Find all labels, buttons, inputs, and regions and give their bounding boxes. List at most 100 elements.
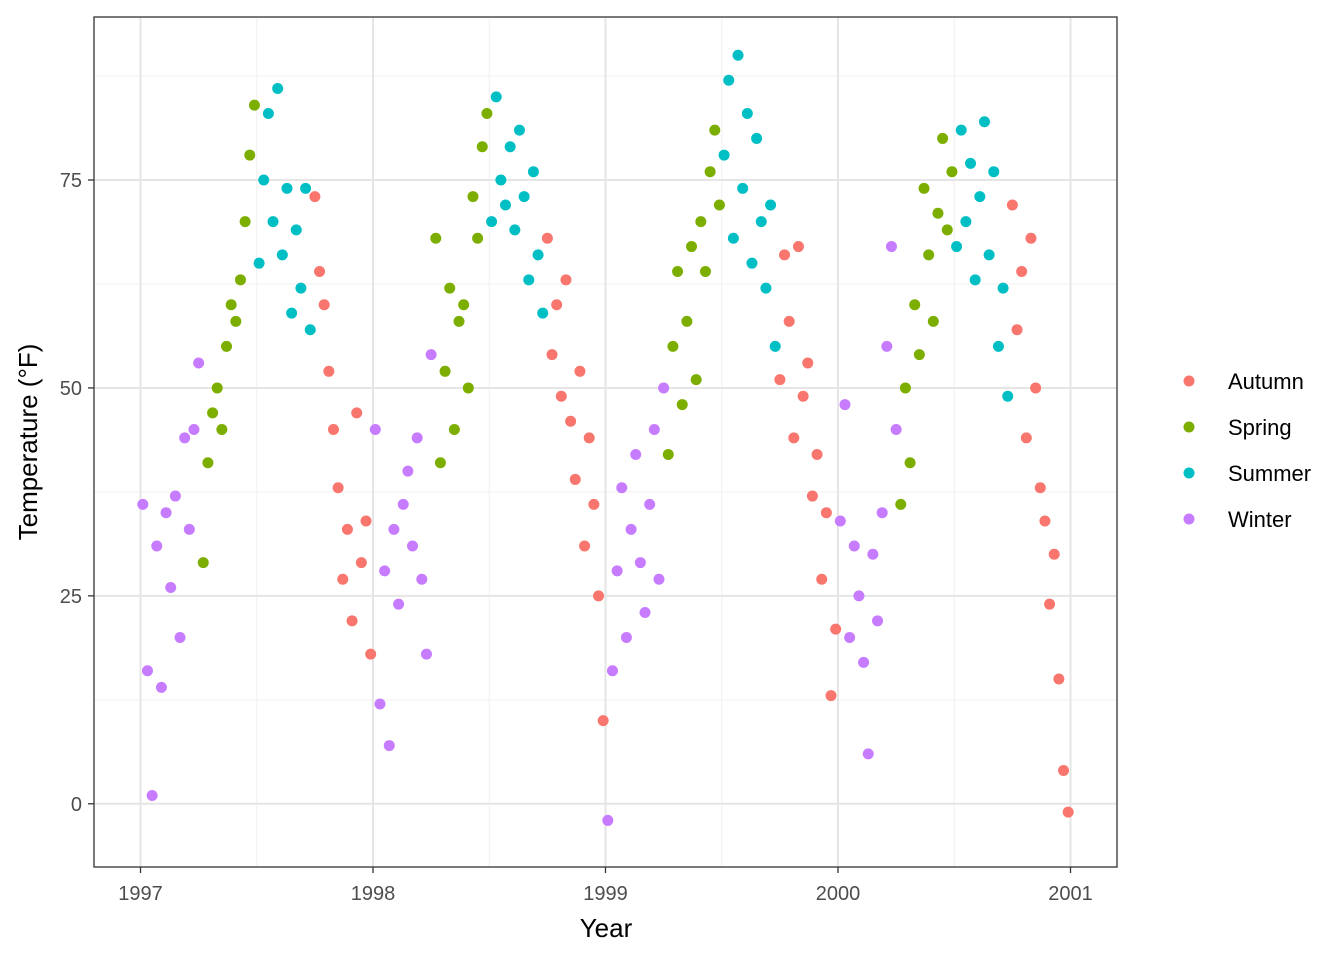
point-autumn (565, 415, 577, 427)
point-autumn (579, 540, 591, 552)
point-winter (611, 565, 623, 577)
point-autumn (1048, 548, 1060, 560)
point-autumn (341, 523, 353, 535)
point-winter (151, 540, 163, 552)
point-spring (909, 299, 921, 311)
point-summer (532, 249, 544, 261)
y-tick-label: 50 (60, 378, 82, 400)
point-summer (486, 216, 498, 228)
point-winter (369, 424, 381, 436)
point-winter (625, 523, 637, 535)
point-winter (606, 665, 618, 677)
point-summer (290, 224, 302, 236)
point-summer (500, 199, 512, 211)
point-winter (407, 540, 419, 552)
point-autumn (1016, 266, 1028, 278)
point-autumn (551, 299, 563, 311)
point-summer (978, 116, 990, 128)
point-spring (899, 382, 911, 394)
point-spring (458, 299, 470, 311)
point-winter (658, 382, 670, 394)
x-tick-label: 1997 (118, 883, 163, 905)
point-summer (765, 199, 777, 211)
point-autumn (360, 515, 372, 527)
x-tick-label: 2001 (1048, 883, 1093, 905)
point-spring (434, 457, 446, 469)
point-summer (960, 216, 972, 228)
point-spring (453, 315, 465, 327)
point-spring (248, 99, 260, 111)
point-autumn (1011, 324, 1023, 336)
point-spring (704, 166, 716, 178)
point-winter (383, 740, 395, 752)
point-summer (732, 49, 744, 61)
point-summer (490, 91, 502, 103)
point-autumn (327, 424, 339, 436)
point-summer (509, 224, 521, 236)
point-autumn (816, 573, 828, 585)
point-autumn (1062, 806, 1074, 818)
point-spring (244, 149, 256, 161)
point-winter (416, 573, 428, 585)
point-spring (462, 382, 474, 394)
point-summer (951, 241, 963, 253)
y-tick-label: 0 (71, 794, 82, 816)
point-spring (444, 282, 456, 294)
point-autumn (541, 232, 553, 244)
point-summer (276, 249, 288, 261)
legend-label-summer: Summer (1228, 461, 1311, 486)
point-spring (481, 107, 493, 119)
point-summer (983, 249, 995, 261)
point-spring (207, 407, 219, 419)
point-summer (258, 174, 270, 186)
data-points (137, 49, 1074, 826)
point-winter (411, 432, 423, 444)
point-autumn (355, 557, 367, 569)
point-summer (751, 132, 763, 144)
legend-key-summer (1183, 467, 1195, 479)
point-summer (965, 157, 977, 169)
point-summer (723, 74, 735, 86)
point-spring (941, 224, 953, 236)
point-winter (890, 424, 902, 436)
point-summer (272, 83, 284, 95)
point-winter (616, 482, 628, 494)
point-autumn (1053, 673, 1065, 685)
y-tick-label: 75 (60, 170, 82, 192)
point-autumn (314, 266, 326, 278)
point-winter (425, 349, 437, 361)
point-spring (927, 315, 939, 327)
point-winter (160, 507, 172, 519)
legend-label-spring: Spring (1228, 415, 1292, 440)
point-winter (165, 582, 177, 594)
point-summer (718, 149, 730, 161)
point-spring (239, 216, 251, 228)
point-summer (537, 307, 549, 319)
point-summer (262, 107, 274, 119)
point-winter (839, 399, 851, 411)
point-autumn (569, 473, 581, 485)
point-autumn (1044, 598, 1056, 610)
x-axis: 1997 1998 1999 2000 2001 (118, 867, 1093, 905)
point-spring (695, 216, 707, 228)
point-spring (197, 557, 209, 569)
point-autumn (825, 690, 837, 702)
point-autumn (351, 407, 363, 419)
point-summer (746, 257, 758, 269)
point-spring (662, 448, 674, 460)
legend-key-winter (1183, 513, 1195, 525)
point-autumn (346, 615, 358, 627)
point-winter (155, 681, 167, 693)
point-winter (141, 665, 153, 677)
point-spring (216, 424, 228, 436)
point-winter (858, 656, 870, 668)
point-autumn (802, 357, 814, 369)
point-winter (169, 490, 181, 502)
legend-label-autumn: Autumn (1228, 369, 1304, 394)
grid (94, 17, 1117, 867)
point-summer (281, 182, 293, 194)
point-autumn (546, 349, 558, 361)
point-winter (374, 698, 386, 710)
point-summer (997, 282, 1009, 294)
